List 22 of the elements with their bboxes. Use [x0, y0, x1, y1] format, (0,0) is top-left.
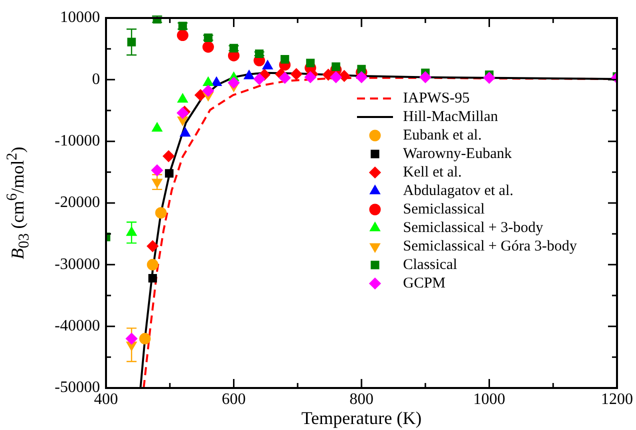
- y-tick-label: -40000: [54, 318, 100, 335]
- y-tick-label: 10000: [60, 9, 100, 26]
- legend-label: Kell et al.: [403, 164, 462, 180]
- x-tick-label: 800: [350, 390, 374, 408]
- legend-label: Hill-MacMillan: [403, 108, 498, 125]
- legend-label: Eubank et al.: [403, 127, 482, 144]
- x-tick-label: 1200: [601, 390, 633, 408]
- legend-label: Abdulagatov et al.: [403, 182, 514, 199]
- legend-label: Semiclassical + 3-body: [403, 220, 544, 236]
- y-tick-label: 0: [92, 70, 100, 88]
- legend-label: Classical: [403, 256, 458, 273]
- x-tick-label: 600: [222, 390, 246, 408]
- legend-label: IAPWS-95: [403, 90, 470, 106]
- legend-label: Semiclassical + Góra 3-body: [403, 238, 578, 254]
- legend-label: Warowny-Eubank: [403, 146, 512, 162]
- y-tick-label: -30000: [54, 256, 100, 273]
- y-tick-label: -20000: [54, 194, 100, 212]
- legend-label: Semiclassical: [403, 201, 485, 218]
- y-tick-label: -10000: [54, 132, 100, 150]
- legend-label: GCPM: [403, 275, 446, 292]
- x-tick-label: 1000: [473, 390, 506, 408]
- x-axis-title: Temperature (K): [301, 408, 422, 428]
